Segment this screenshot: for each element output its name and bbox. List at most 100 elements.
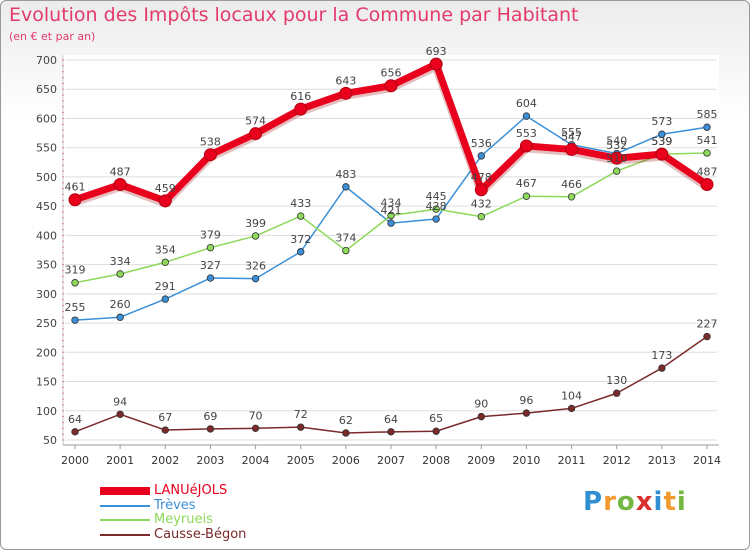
data-point-lanuejols bbox=[700, 178, 714, 192]
data-label-treves: 421 bbox=[381, 204, 402, 217]
data-label-lanuejols: 487 bbox=[110, 166, 131, 179]
data-point-treves bbox=[477, 152, 485, 160]
data-label-meyrueis: 434 bbox=[381, 197, 402, 210]
data-label-lanuejols: 547 bbox=[561, 130, 582, 143]
y-tick-label: 150 bbox=[36, 376, 57, 389]
data-point-lanuejols bbox=[429, 57, 443, 71]
data-label-treves: 573 bbox=[651, 115, 672, 128]
data-point-causse-begon bbox=[342, 429, 350, 437]
data-label-meyrueis: 334 bbox=[110, 255, 131, 268]
data-label-causse-begon: 94 bbox=[113, 395, 127, 408]
data-point-meyrueis bbox=[71, 279, 79, 287]
data-point-treves bbox=[297, 248, 305, 256]
data-point-causse-begon bbox=[432, 427, 440, 435]
data-label-treves: 255 bbox=[65, 301, 86, 314]
x-tick-label: 2008 bbox=[422, 454, 450, 467]
data-point-causse-begon bbox=[71, 428, 79, 436]
data-label-meyrueis: 466 bbox=[561, 178, 582, 191]
plot-area bbox=[63, 55, 719, 445]
data-label-meyrueis: 379 bbox=[200, 229, 221, 242]
data-point-meyrueis bbox=[387, 211, 395, 220]
y-tick-label: 550 bbox=[36, 142, 57, 155]
data-label-meyrueis: 319 bbox=[65, 264, 86, 277]
data-label-treves: 604 bbox=[516, 97, 537, 110]
data-point-causse-begon bbox=[703, 332, 711, 341]
data-point-meyrueis bbox=[703, 149, 711, 157]
data-point-treves bbox=[116, 313, 124, 321]
data-point-causse-begon bbox=[567, 404, 576, 413]
data-point-meyrueis bbox=[116, 270, 124, 278]
x-tick-label: 2000 bbox=[61, 454, 89, 467]
data-point-lanuejols bbox=[158, 194, 172, 208]
data-label-lanuejols: 459 bbox=[155, 182, 176, 195]
data-label-causse-begon: 130 bbox=[606, 374, 627, 387]
data-point-lanuejols bbox=[384, 79, 398, 93]
plot-background bbox=[63, 55, 719, 445]
x-tick-label: 2014 bbox=[693, 454, 721, 467]
data-point-meyrueis bbox=[432, 205, 440, 213]
y-tick-label: 200 bbox=[36, 346, 57, 359]
data-label-treves: 540 bbox=[606, 135, 627, 148]
data-point-treves bbox=[251, 274, 260, 283]
legend-label: Causse-Bégon bbox=[154, 526, 247, 542]
data-label-treves: 327 bbox=[200, 259, 221, 272]
legend-label: Trèves bbox=[154, 497, 196, 513]
data-point-treves bbox=[342, 183, 350, 191]
data-point-causse-begon bbox=[251, 424, 260, 433]
x-tick-label: 2012 bbox=[603, 454, 631, 467]
data-point-treves bbox=[71, 316, 79, 324]
data-label-causse-begon: 227 bbox=[697, 318, 718, 331]
x-tick-label: 2007 bbox=[377, 454, 405, 467]
proxiti-logo: Proxiti bbox=[583, 487, 687, 517]
x-tick-label: 2003 bbox=[196, 454, 224, 467]
y-tick-label: 250 bbox=[36, 317, 57, 330]
data-label-meyrueis: 433 bbox=[290, 197, 311, 210]
y-tick-label: 350 bbox=[36, 259, 57, 272]
data-point-meyrueis bbox=[522, 192, 531, 200]
data-label-causse-begon: 65 bbox=[429, 412, 443, 425]
data-label-lanuejols: 478 bbox=[471, 171, 492, 184]
data-point-meyrueis bbox=[567, 193, 576, 201]
legend-swatch bbox=[100, 533, 150, 536]
data-point-lanuejols bbox=[655, 147, 669, 161]
data-label-causse-begon: 69 bbox=[203, 410, 217, 423]
chart-subtitle: (en € et par an) bbox=[9, 30, 96, 43]
x-tick-label: 2009 bbox=[467, 454, 495, 467]
data-label-lanuejols: 693 bbox=[426, 45, 447, 58]
data-point-treves bbox=[703, 123, 711, 131]
data-point-lanuejols bbox=[339, 86, 353, 100]
y-tick-label: 300 bbox=[36, 288, 57, 301]
data-point-treves bbox=[161, 295, 169, 303]
data-label-causse-begon: 173 bbox=[651, 349, 672, 362]
data-point-lanuejols bbox=[113, 178, 127, 192]
data-label-causse-begon: 96 bbox=[519, 394, 533, 407]
data-point-causse-begon bbox=[297, 423, 305, 431]
data-point-meyrueis bbox=[206, 243, 215, 252]
data-point-causse-begon bbox=[116, 410, 124, 418]
legend-swatch bbox=[100, 487, 150, 495]
data-label-meyrueis: 374 bbox=[335, 232, 356, 245]
data-label-causse-begon: 64 bbox=[68, 413, 82, 426]
data-label-meyrueis: 399 bbox=[245, 217, 266, 230]
data-label-meyrueis: 510 bbox=[606, 152, 627, 165]
data-point-meyrueis bbox=[251, 232, 260, 240]
data-label-meyrueis: 539 bbox=[651, 135, 672, 148]
x-tick-label: 2010 bbox=[512, 454, 540, 467]
data-point-lanuejols bbox=[565, 142, 579, 156]
data-label-treves: 291 bbox=[155, 280, 176, 293]
data-label-causse-begon: 64 bbox=[384, 413, 398, 426]
data-point-causse-begon bbox=[161, 426, 169, 434]
data-point-lanuejols bbox=[474, 183, 488, 197]
data-label-causse-begon: 67 bbox=[158, 411, 172, 424]
data-label-meyrueis: 445 bbox=[426, 190, 447, 203]
x-tick-label: 2004 bbox=[242, 454, 270, 467]
x-tick-label: 2002 bbox=[151, 454, 179, 467]
data-point-causse-begon bbox=[522, 409, 531, 417]
data-point-causse-begon bbox=[477, 412, 485, 421]
data-point-lanuejols bbox=[203, 148, 217, 162]
data-point-meyrueis bbox=[161, 258, 169, 266]
data-point-meyrueis bbox=[477, 212, 485, 221]
y-tick-label: 700 bbox=[36, 54, 57, 67]
